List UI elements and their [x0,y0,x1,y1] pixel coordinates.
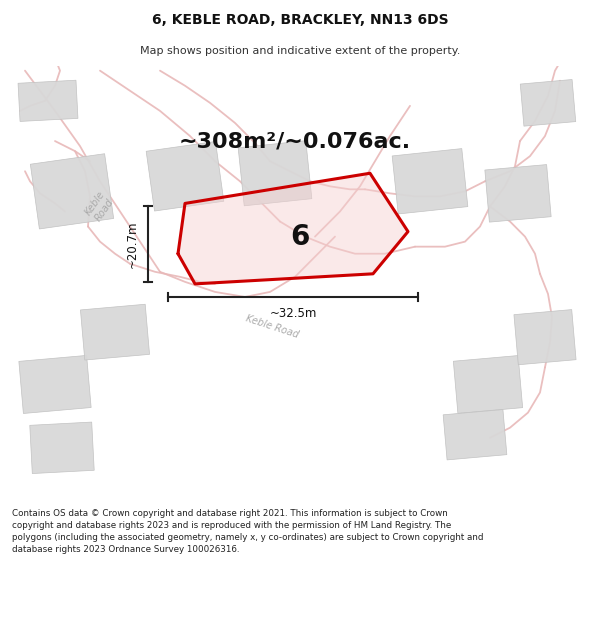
Text: 6: 6 [290,222,310,251]
Bar [514,309,576,365]
Bar [443,409,507,460]
Bar [80,304,149,360]
Bar [392,149,468,214]
Text: ~20.7m: ~20.7m [125,221,139,268]
Bar [520,79,576,126]
Text: Keble
Road: Keble Road [83,189,116,224]
Text: ~32.5m: ~32.5m [269,306,317,319]
Text: Contains OS data © Crown copyright and database right 2021. This information is : Contains OS data © Crown copyright and d… [12,509,484,554]
Text: 6, KEBLE ROAD, BRACKLEY, NN13 6DS: 6, KEBLE ROAD, BRACKLEY, NN13 6DS [152,12,448,27]
Bar [18,80,78,121]
Text: ~308m²/~0.076ac.: ~308m²/~0.076ac. [179,131,411,151]
Bar [30,422,94,474]
Text: Keble Road: Keble Road [244,314,300,341]
Text: Map shows position and indicative extent of the property.: Map shows position and indicative extent… [140,46,460,56]
Bar [238,141,312,206]
Bar [31,154,113,229]
Bar [146,141,224,211]
Polygon shape [178,173,408,284]
Bar [454,356,523,413]
Bar [485,164,551,222]
Bar [19,356,91,414]
